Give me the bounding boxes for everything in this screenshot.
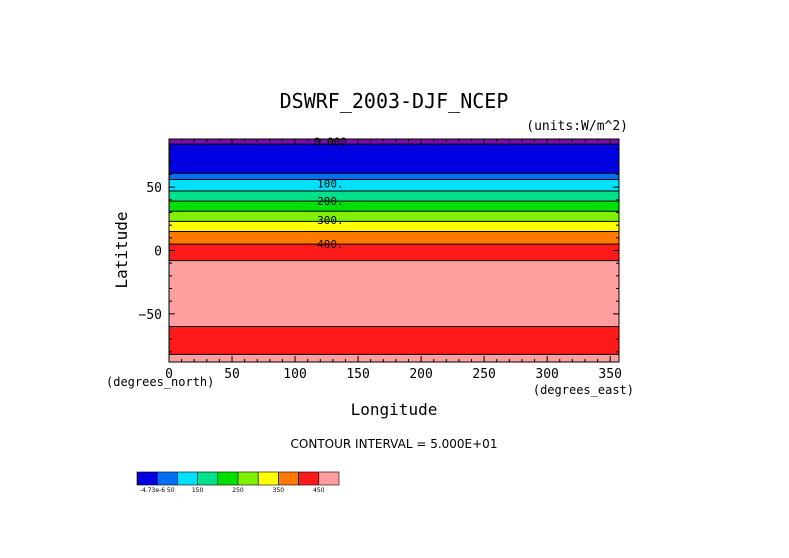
- band-6: [169, 211, 619, 222]
- band-2: [169, 173, 619, 180]
- shaded-bands: [169, 139, 619, 362]
- x-tick-label: 100: [283, 367, 306, 382]
- band-12: [169, 354, 619, 362]
- colorbar-swatch-5: [237, 471, 259, 486]
- colorbar-label-4: 450: [313, 487, 325, 494]
- y-axis-label: Latitude: [112, 211, 131, 288]
- x-tick-label: 350: [598, 367, 621, 382]
- colorbar-label-2: 250: [232, 487, 244, 494]
- band-0: [169, 139, 619, 145]
- x-tick-label: 250: [472, 367, 495, 382]
- colorbar: -4.73e-6 50 150 250 350 450: [136, 471, 340, 494]
- x-unit-label: (degrees_east): [533, 383, 634, 397]
- x-tick-label: 300: [535, 367, 558, 382]
- band-5: [169, 201, 619, 212]
- band-3: [169, 179, 619, 191]
- band-1: [169, 144, 619, 174]
- x-tick-label: 0: [165, 367, 173, 382]
- colorbar-swatch-9: [318, 471, 340, 486]
- band-8: [169, 231, 619, 245]
- colorbar-swatch-1: [156, 471, 178, 486]
- colorbar-swatch-3: [197, 471, 219, 486]
- x-tick-label: 150: [346, 367, 369, 382]
- y-tick-label: 0: [154, 245, 162, 260]
- colorbar-swatch-0: [136, 471, 158, 486]
- contour-label-0: 0.000: [314, 136, 347, 149]
- band-10: [169, 260, 619, 327]
- y-tick-label: −50: [139, 308, 162, 323]
- colorbar-label-1: 150: [192, 487, 204, 494]
- x-axis-label: Longitude: [351, 400, 438, 419]
- axes: 0 50 100 150 200 250 300 350 −50 0 50: [139, 139, 622, 382]
- band-7: [169, 221, 619, 232]
- colorbar-swatch-6: [257, 471, 279, 486]
- colorbar-swatch-4: [217, 471, 239, 486]
- y-unit-label: (degrees_north): [106, 375, 214, 389]
- colorbar-label-0: -4.73e-6 50: [140, 487, 175, 494]
- colorbar-swatch-7: [278, 471, 299, 486]
- contour-lines: [169, 143, 619, 355]
- colorbar-label-3: 350: [273, 487, 285, 494]
- contour-label-2: 200.: [317, 195, 344, 208]
- colorbar-swatch-8: [298, 471, 320, 486]
- chart-title: DSWRF_2003-DJF_NCEP: [280, 89, 509, 113]
- contour-interval-text: CONTOUR INTERVAL = 5.000E+01: [291, 437, 498, 451]
- contour-label-3: 300.: [317, 214, 344, 227]
- contour-label-4: 400.: [317, 238, 344, 251]
- contour-label-1: 100.: [317, 177, 344, 190]
- x-tick-label: 50: [224, 367, 240, 382]
- y-tick-label: 50: [146, 181, 162, 196]
- band-11: [169, 326, 619, 355]
- colorbar-swatch-2: [177, 471, 198, 486]
- units-label: (units:W/m^2): [526, 119, 628, 134]
- band-4: [169, 190, 619, 202]
- x-tick-label: 200: [409, 367, 432, 382]
- band-9: [169, 244, 619, 261]
